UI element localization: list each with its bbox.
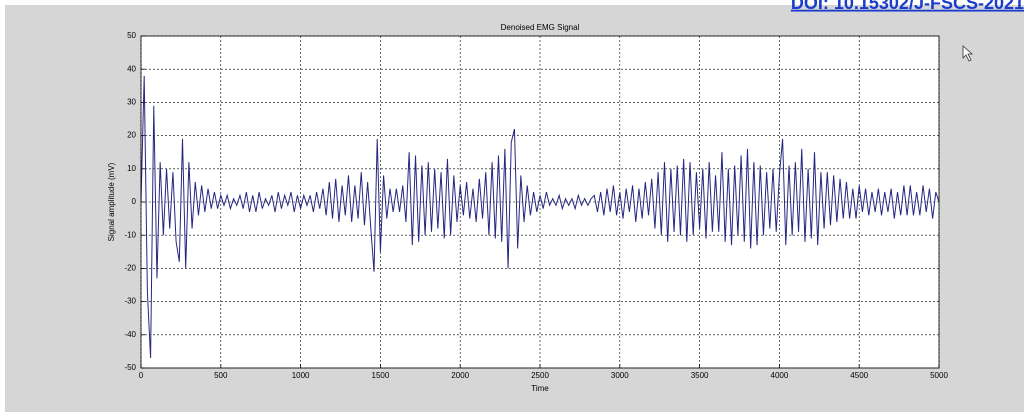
y-tick-label: 20 [127, 131, 136, 140]
y-tick-label: -10 [124, 230, 136, 239]
signal-line [140, 75, 940, 359]
x-tick-label: 1500 [372, 371, 390, 380]
x-tick-label: 2000 [451, 371, 469, 380]
chart-title: Denoised EMG Signal [501, 23, 580, 32]
x-tick-label: 500 [214, 371, 228, 380]
x-tick-label: 5000 [930, 371, 948, 380]
x-tick-label: 4500 [850, 371, 868, 380]
y-tick-label: -50 [124, 363, 136, 372]
x-tick-label: 2500 [531, 371, 549, 380]
x-tick-label: 0 [139, 371, 144, 380]
cursor [962, 45, 974, 62]
x-tick-label: 3000 [611, 371, 629, 380]
doi-link[interactable]: DOI: 10.15302/J-FSCS-2021 [791, 0, 1024, 13]
y-tick-label: 10 [127, 164, 136, 173]
y-tick-label: 50 [127, 31, 136, 40]
y-axis-label: Signal amplitude (mV) [107, 162, 116, 241]
y-tick-label: -30 [124, 297, 136, 306]
y-tick-label: -20 [124, 264, 136, 273]
x-axis-label: Time [531, 384, 549, 393]
x-tick-label: 4000 [771, 371, 789, 380]
y-tick-label: 30 [127, 98, 136, 107]
axes-box [140, 35, 940, 369]
y-tick-label: -40 [124, 330, 136, 339]
y-tick-label: 0 [132, 197, 137, 206]
y-tick-label: 40 [127, 64, 136, 73]
x-tick-label: 3500 [691, 371, 709, 380]
x-tick-label: 1000 [292, 371, 310, 380]
